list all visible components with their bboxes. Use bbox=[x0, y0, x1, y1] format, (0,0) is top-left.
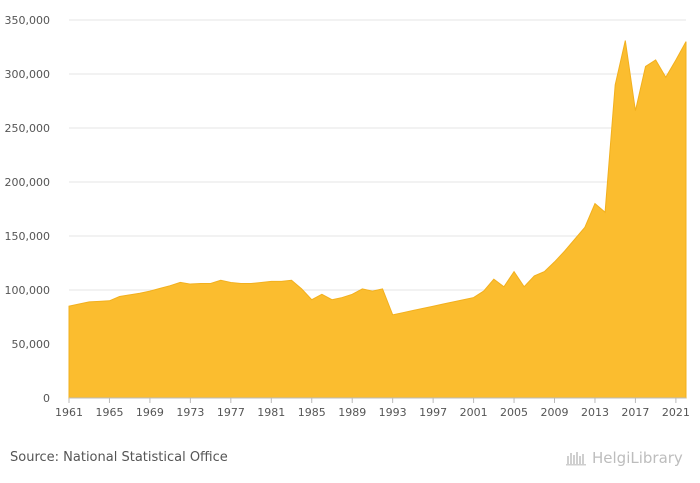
y-tick-label: 250,000 bbox=[5, 122, 51, 135]
helgi-logo-icon bbox=[566, 452, 586, 466]
y-tick-label: 150,000 bbox=[5, 230, 51, 243]
x-tick-label: 1961 bbox=[55, 406, 83, 419]
source-note: Source: National Statistical Office bbox=[10, 450, 228, 465]
series-area bbox=[68, 40, 687, 399]
x-tick-label: 1965 bbox=[95, 406, 123, 419]
area-chart: 0 50,000 100,000 150,000 200,000 250,000 300,0… bbox=[5, 14, 690, 419]
x-tick-label: 2005 bbox=[500, 406, 528, 419]
y-tick-label: 50,000 bbox=[12, 338, 51, 351]
x-tick-label: 1997 bbox=[419, 406, 447, 419]
brand: HelgiLibrary bbox=[566, 449, 683, 467]
x-tick-label: 1993 bbox=[379, 406, 407, 419]
y-tick-label: 200,000 bbox=[5, 176, 51, 189]
x-tick-label: 1989 bbox=[338, 406, 366, 419]
x-tick-label: 2013 bbox=[581, 406, 609, 419]
y-tick-label: 0 bbox=[43, 392, 50, 405]
x-tick-label: 1985 bbox=[298, 406, 326, 419]
y-tick-label: 300,000 bbox=[5, 68, 51, 81]
x-tick-label: 1973 bbox=[176, 406, 204, 419]
y-tick-label: 100,000 bbox=[5, 284, 51, 297]
x-axis: 1961 1965 1969 1973 1977 1981 1985 1989 1993 1997… bbox=[55, 398, 690, 419]
x-tick-label: 2001 bbox=[460, 406, 488, 419]
x-tick-label: 2009 bbox=[541, 406, 569, 419]
y-axis: 0 50,000 100,000 150,000 200,000 250,000 300,0… bbox=[5, 14, 51, 405]
brand-name: HelgiLibrary bbox=[592, 449, 683, 467]
x-tick-label: 1969 bbox=[136, 406, 164, 419]
x-tick-label: 2017 bbox=[621, 406, 649, 419]
x-tick-label: 2021 bbox=[662, 406, 690, 419]
x-tick-label: 1981 bbox=[257, 406, 285, 419]
y-tick-label: 350,000 bbox=[5, 14, 51, 27]
series-layer bbox=[68, 40, 687, 399]
x-tick-label: 1977 bbox=[217, 406, 245, 419]
